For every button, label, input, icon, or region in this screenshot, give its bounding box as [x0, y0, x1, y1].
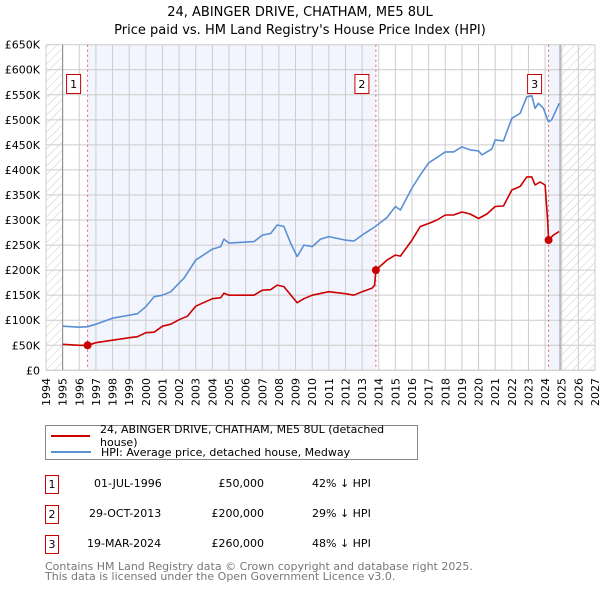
x-tick-label: 2018	[439, 378, 452, 406]
x-tick-label: 1995	[57, 378, 70, 406]
x-tick-label: 2011	[323, 378, 336, 406]
chart-title: 24, ABINGER DRIVE, CHATHAM, ME5 8UL	[167, 5, 433, 20]
x-tick-label: 1999	[123, 378, 136, 406]
x-tick-label: 1997	[90, 378, 103, 406]
sale-label-number: 3	[531, 78, 538, 91]
y-tick-label: £600K	[5, 64, 41, 77]
y-tick-label: £200K	[5, 264, 41, 277]
sale-label-box	[66, 74, 82, 94]
x-tick-label: 2016	[406, 378, 419, 406]
x-tick-label: 2006	[240, 378, 253, 406]
x-tick-label: 2013	[356, 378, 369, 406]
x-tick-label: 2014	[373, 378, 386, 406]
legend: 24, ABINGER DRIVE, CHATHAM, ME5 8UL (det…	[45, 423, 418, 460]
y-tick-label: £150K	[5, 289, 41, 302]
transaction-date: 29-OCT-2013	[89, 507, 162, 520]
transaction-hpi: 48% ↓ HPI	[312, 537, 371, 550]
footer-copyright: Contains HM Land Registry data © Crown c…	[45, 560, 473, 573]
x-tick-label: 2009	[290, 378, 303, 406]
transaction-hpi: 42% ↓ HPI	[312, 477, 371, 490]
x-tick-label: 2025	[556, 378, 569, 406]
y-tick-label: £350K	[5, 189, 41, 202]
chart-subtitle: Price paid vs. HM Land Registry's House …	[114, 23, 486, 38]
hatched-no-data-region	[46, 44, 63, 371]
sale-label-box	[354, 74, 370, 94]
price-chart: 24, ABINGER DRIVE, CHATHAM, ME5 8UL Pric…	[5, 5, 600, 406]
x-tick-label: 1994	[40, 378, 53, 406]
sale-label-number: 2	[358, 78, 365, 91]
transaction-date: 19-MAR-2024	[87, 537, 162, 550]
y-tick-label: £650K	[5, 39, 41, 52]
hpi-line	[62, 95, 560, 329]
x-tick-label: 2020	[473, 378, 486, 406]
legend-label-hpi: HPI: Average price, detached house, Medw…	[101, 445, 351, 459]
x-tick-label: 2012	[339, 378, 352, 406]
y-tick-label: £100K	[5, 314, 41, 327]
legend-swatch-blue	[51, 451, 91, 453]
ownership-period-shade	[87, 44, 376, 371]
transaction-date: 01-JUL-1996	[94, 477, 162, 490]
hatched-no-data-region	[560, 44, 595, 371]
footer-licence: This data is licensed under the Open Gov…	[45, 570, 396, 583]
transaction-number: 3	[45, 535, 59, 554]
legend-label-property: 24, ABINGER DRIVE, CHATHAM, ME5 8UL (det…	[100, 423, 385, 449]
x-tick-label: 2001	[156, 378, 169, 406]
property-price-line	[62, 176, 560, 347]
legend-swatch-red	[51, 435, 91, 437]
transaction-hpi: 29% ↓ HPI	[312, 507, 371, 520]
x-tick-label: 2000	[140, 378, 153, 406]
x-tick-label: 2023	[522, 378, 535, 406]
sale-point	[371, 266, 380, 275]
x-tick-label: 2021	[489, 378, 502, 406]
sale-point	[544, 236, 553, 245]
x-tick-label: 2007	[256, 378, 269, 406]
x-tick-label: 2022	[506, 378, 519, 406]
x-tick-label: 1996	[73, 378, 86, 406]
x-tick-label: 2002	[173, 378, 186, 406]
sale-label-number: 1	[70, 78, 77, 91]
sale-label-box	[527, 74, 543, 94]
x-tick-label: 2008	[273, 378, 286, 406]
y-tick-label: £250K	[5, 239, 41, 252]
y-tick-label: £400K	[5, 164, 41, 177]
transaction-price: £200,000	[211, 507, 265, 520]
x-tick-label: 1998	[107, 378, 120, 406]
x-tick-label: 2003	[190, 378, 203, 406]
x-tick-label: 2026	[572, 378, 585, 406]
ownership-period-shade	[548, 44, 561, 371]
y-tick-label: £450K	[5, 139, 41, 152]
y-tick-label: £500K	[5, 114, 41, 127]
x-tick-label: 2015	[389, 378, 402, 406]
sale-point	[83, 341, 92, 350]
legend-item-hpi: HPI: Average price, detached house, Medw…	[51, 445, 350, 459]
y-tick-label: £550K	[5, 89, 41, 102]
x-tick-label: 2019	[456, 378, 469, 406]
x-tick-label: 2017	[423, 378, 436, 406]
x-tick-label: 2004	[206, 378, 219, 406]
y-tick-label: £50K	[12, 339, 41, 352]
x-tick-label: 2005	[223, 378, 236, 406]
transaction-price: £260,000	[211, 537, 265, 550]
transaction-number: 2	[45, 505, 59, 524]
y-tick-label: £300K	[5, 214, 41, 227]
x-tick-label: 2024	[539, 378, 552, 406]
transaction-price: £50,000	[218, 477, 265, 490]
x-tick-label: 2027	[589, 378, 600, 406]
legend-item-property: 24, ABINGER DRIVE, CHATHAM, ME5 8UL (det…	[51, 423, 417, 449]
transaction-number: 1	[45, 475, 59, 494]
y-tick-label: £0	[26, 364, 40, 377]
x-tick-label: 2010	[306, 378, 319, 406]
